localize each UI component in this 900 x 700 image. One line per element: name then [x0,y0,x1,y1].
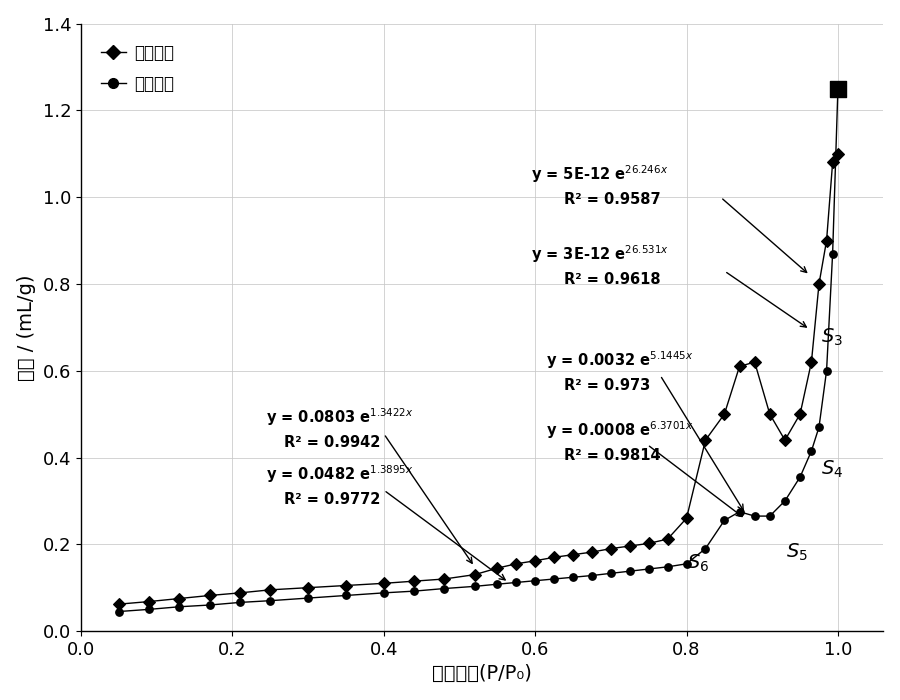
Point [566,549,580,560]
Point [805,445,819,456]
Point [407,575,421,587]
Point [805,356,819,368]
X-axis label: 相对压力(P/P₀): 相对压力(P/P₀) [432,664,532,683]
Point [717,514,732,526]
Point [112,598,126,610]
Point [819,235,833,246]
Point [825,248,840,259]
Point [509,577,524,588]
Point [661,561,675,573]
Point [642,538,656,549]
Point [831,83,845,94]
Point [825,157,840,168]
Point [376,587,391,598]
Text: y = 0.0803 e$^{1.3422x}$: y = 0.0803 e$^{1.3422x}$ [266,406,414,428]
Point [778,435,792,446]
Point [680,558,694,569]
Point [509,558,524,569]
Point [762,409,777,420]
Point [717,409,732,420]
Point [233,597,248,608]
Point [491,579,505,590]
Point [263,595,277,606]
Point [263,584,277,596]
Point [202,599,217,610]
Point [812,421,826,433]
Point [142,604,157,615]
Point [142,596,157,607]
Point [812,279,826,290]
Point [301,582,315,594]
Point [172,593,186,604]
Text: y = 0.0008 e$^{6.3701x}$: y = 0.0008 e$^{6.3701x}$ [546,419,694,441]
Text: R² = 0.9942: R² = 0.9942 [284,435,380,449]
Point [233,587,248,598]
Point [566,572,580,583]
Point [661,533,675,545]
Text: y = 0.0482 e$^{1.3895x}$: y = 0.0482 e$^{1.3895x}$ [266,463,414,485]
Point [793,409,807,420]
Point [338,580,353,591]
Point [338,590,353,601]
Point [698,435,713,446]
Y-axis label: 体积 / (mL/g): 体积 / (mL/g) [17,274,36,381]
Point [604,543,618,554]
Point [547,573,562,584]
Text: y = 5E-12 e$^{26.246x}$: y = 5E-12 e$^{26.246x}$ [531,163,669,185]
Point [793,471,807,482]
Point [733,360,747,372]
Point [642,564,656,575]
Text: y = 3E-12 e$^{26.531x}$: y = 3E-12 e$^{26.531x}$ [531,244,669,265]
Point [831,148,845,160]
Point [604,568,618,579]
Point [437,583,452,594]
Text: R² = 0.973: R² = 0.973 [564,378,650,393]
Text: $\mathit{S}_6$: $\mathit{S}_6$ [687,553,708,574]
Point [467,569,482,580]
Point [112,606,126,617]
Point [623,540,637,552]
Point [680,512,694,524]
Point [623,566,637,577]
Text: R² = 0.9772: R² = 0.9772 [284,492,380,507]
Point [698,543,713,554]
Point [437,573,452,584]
Point [467,581,482,592]
Point [585,547,599,558]
Text: R² = 0.9587: R² = 0.9587 [564,192,661,206]
Point [491,563,505,574]
Point [172,601,186,612]
Point [733,506,747,517]
Point [585,570,599,581]
Point [376,578,391,589]
Point [762,510,777,522]
Text: y = 0.0032 e$^{5.1445x}$: y = 0.0032 e$^{5.1445x}$ [546,350,694,372]
Point [778,496,792,507]
Point [547,552,562,563]
Text: $\mathit{S}_4$: $\mathit{S}_4$ [822,459,843,480]
Point [748,510,762,522]
Text: $\mathit{S}_3$: $\mathit{S}_3$ [822,326,843,348]
Text: $\mathit{S}_5$: $\mathit{S}_5$ [787,541,808,563]
Point [528,555,543,566]
Text: R² = 0.9814: R² = 0.9814 [564,448,661,463]
Point [202,590,217,601]
Point [528,575,543,587]
Legend: 解吸曲线, 吸附曲线: 解吸曲线, 吸附曲线 [94,37,181,99]
Point [831,83,845,94]
Text: R² = 0.9618: R² = 0.9618 [564,272,661,287]
Point [407,585,421,596]
Point [301,592,315,603]
Point [748,356,762,368]
Point [819,365,833,377]
